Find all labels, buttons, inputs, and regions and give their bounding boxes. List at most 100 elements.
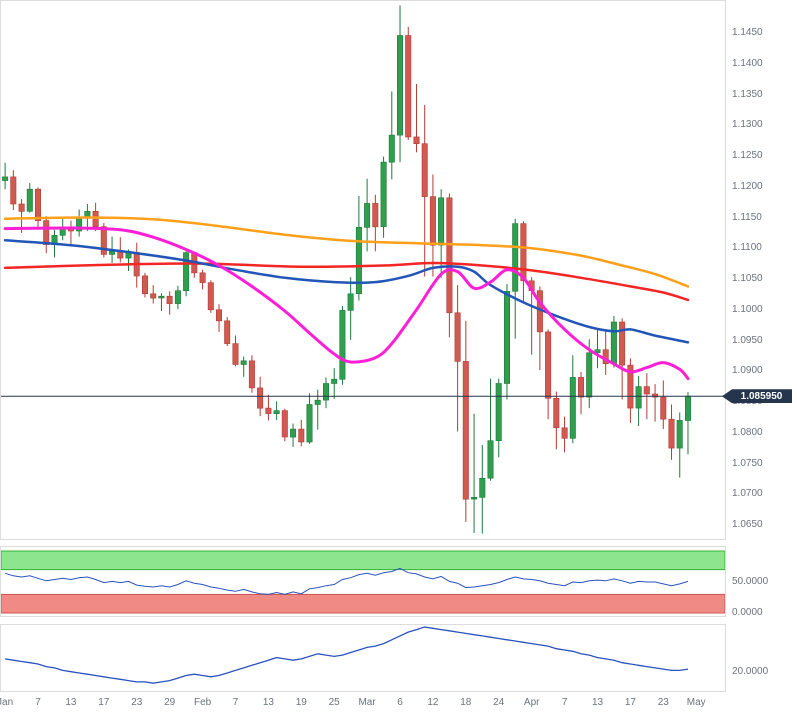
time-tick-label: Jan [0,697,14,708]
price-panel[interactable] [0,0,726,540]
candle-body [248,360,255,389]
candle-body [388,134,395,163]
ma-mid-blue [3,239,690,344]
candle-body [479,477,486,498]
axis-tick-label: 1.0900 [732,365,763,377]
candle-body [454,312,461,362]
time-axis[interactable]: Jan 7 13 17 23 29 Feb 7 13 19 25 Mar 6 12 18 24 Apr 7 13 17… [0,694,727,714]
axis-tick-label: 1.1200 [732,180,763,192]
candle-body [314,399,321,405]
candle-body [586,352,593,398]
candle-body [347,293,354,311]
candle-body [2,176,9,181]
candle-body [446,197,453,314]
candle-body [26,188,33,212]
time-tick-label: 7 [561,697,568,708]
price-axis[interactable]: 1.1450 1.1400 1.1350 1.1300 1.1250 1.1200 1.11… [727,0,797,719]
price-chart-canvas[interactable] [1,1,725,539]
candle-body [520,223,527,282]
oscillator-line [4,567,689,595]
time-tick-label: 6 [397,697,403,708]
candle-body [174,290,181,304]
oscillator-canvas[interactable] [1,547,725,616]
candle-body [290,428,297,438]
candle-body [355,227,362,295]
candle-body [43,220,50,245]
candle-body [553,397,560,429]
axis-tick-label: 1.1250 [732,150,763,161]
time-tick-label: Feb [193,697,212,708]
candle-body [183,252,190,292]
trend-indicator-panel[interactable] [0,624,726,692]
oscillator-panel[interactable] [0,546,726,617]
ma-fast-magenta [3,226,690,381]
candle-body [34,188,41,221]
candle-body [10,176,17,205]
axis-tick-label: 1.1000 [732,303,763,315]
candle-body [331,378,338,384]
ma-long-red [3,261,690,302]
axis-tick-label: 1.1050 [732,273,763,284]
candle-body [462,361,469,500]
candle-body [487,440,494,479]
time-tick-label: 25 [328,697,340,708]
time-tick-label: 29 [164,697,176,708]
candle-body [273,410,280,415]
time-tick-label: 17 [624,697,636,708]
trend-indicator-canvas[interactable] [1,625,725,691]
candle-body [668,418,675,449]
candle-body [635,386,642,409]
candle-body [610,321,617,365]
current-price-value: 1.085950 [740,390,783,402]
time-tick-label: 7 [35,697,41,708]
candle-body [594,349,601,354]
candle-body [643,386,650,395]
candle-body [405,35,412,138]
candle-body [92,211,99,228]
time-tick-label: Apr [523,697,540,708]
axis-tick-label: 1.0950 [732,334,763,346]
candle-body [207,282,214,311]
candle-body [684,395,691,421]
candle-body [561,427,568,439]
candle-body [257,387,264,409]
candle-body [306,404,313,443]
candle-body [660,396,667,420]
time-tick-label: 7 [232,697,239,708]
candle-body [652,393,659,398]
time-tick-label: 13 [591,697,604,708]
axis-tick-label: 1.1100 [732,242,762,254]
time-tick-label: 13 [262,697,274,708]
axis-tick-label: 1.0650 [732,519,763,530]
candle-body [676,420,683,449]
candle-body [216,309,223,322]
axis-tick-label: 1.1350 [732,88,763,100]
candle-body [166,295,173,304]
candle-body [281,410,288,438]
trend-line [4,626,689,684]
time-tick-label: May [686,697,706,708]
candle-body [364,203,371,228]
time-tick-label: 23 [657,697,669,708]
candle-body [298,428,305,443]
time-tick-label: 19 [295,697,307,708]
candle-body [100,226,107,255]
candle-body [109,251,116,255]
candle-body [150,293,157,299]
candle-body [438,197,445,246]
time-tick-label: 18 [460,697,472,708]
candle-body [18,203,25,212]
candle-body [619,321,626,366]
candle-body [471,496,478,500]
candle-body [142,275,149,294]
axis-tick-label: 0.0000 [732,607,763,618]
axis-tick-label: 1.0750 [732,457,763,469]
axis-tick-label: 1.0800 [732,426,763,438]
candle-body [396,35,403,136]
candle-body [577,377,584,398]
time-tick-label: 12 [427,697,439,708]
oversold-zone [1,593,725,614]
candle-body [512,223,519,292]
time-tick-label: 13 [65,697,77,708]
